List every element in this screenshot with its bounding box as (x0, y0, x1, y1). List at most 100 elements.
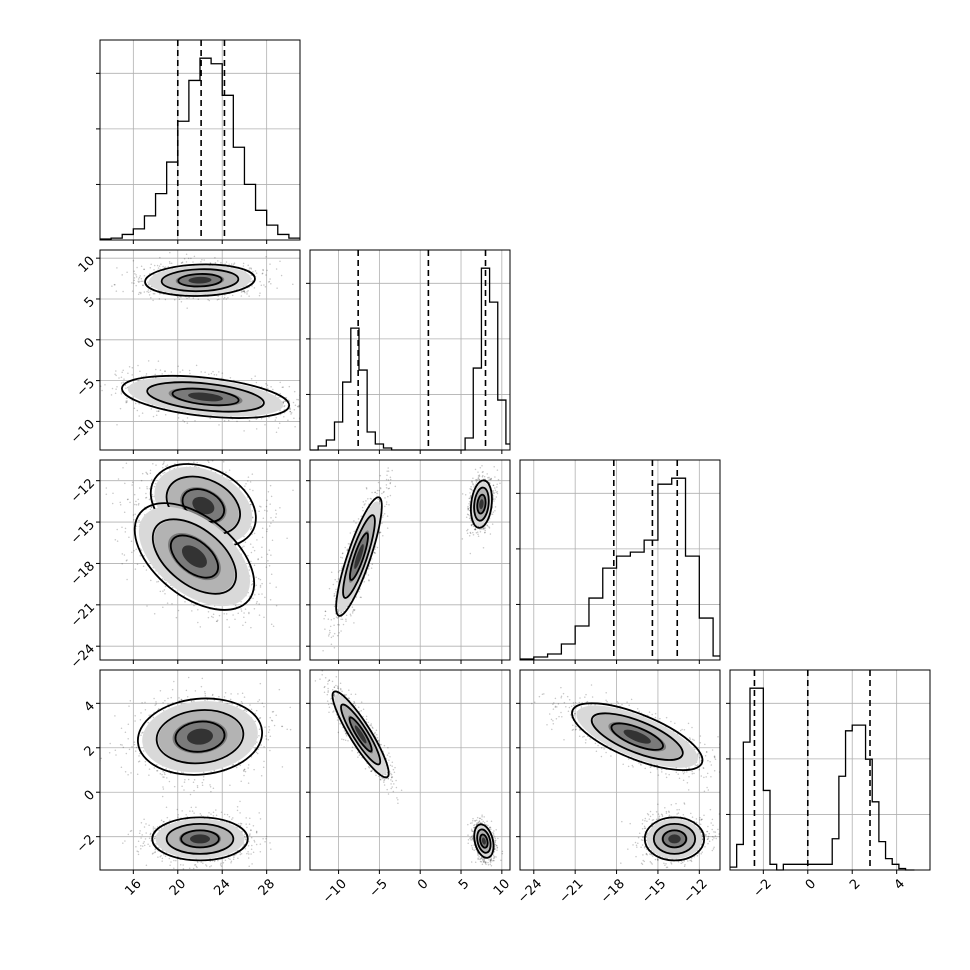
scatter-point (105, 493, 108, 495)
scatter-point (114, 749, 117, 752)
scatter-point (186, 307, 188, 309)
scatter-point (231, 294, 234, 297)
scatter-point (328, 405, 330, 407)
scatter-point (253, 532, 256, 535)
scatter-point (226, 476, 228, 479)
scatter-point (224, 263, 226, 265)
scatter-point (119, 504, 122, 506)
scatter-point (97, 292, 99, 294)
scatter-point (209, 417, 211, 420)
scatter-point (162, 265, 164, 268)
scatter-point (331, 404, 333, 406)
scatter-point (276, 287, 278, 289)
scatter-point (266, 530, 268, 533)
scatter-point (155, 376, 157, 379)
scatter-point (246, 293, 248, 295)
scatter-point (130, 540, 133, 543)
scatter-point (70, 396, 72, 398)
scatter-point (140, 291, 142, 294)
scatter-point (260, 506, 262, 508)
scatter-point (177, 365, 179, 368)
scatter-point (194, 690, 197, 692)
scatter-point (190, 257, 192, 260)
scatter-point (193, 461, 195, 463)
scatter-point (179, 371, 181, 373)
scatter-point (133, 279, 136, 282)
scatter-point (292, 489, 294, 491)
scatter-point (297, 405, 300, 408)
scatter-point (176, 457, 178, 459)
scatter-point (158, 293, 161, 295)
scatter-point (225, 261, 228, 263)
scatter-point (133, 282, 135, 284)
scatter-point (164, 593, 166, 595)
scatter-point (204, 371, 206, 374)
scatter-point (132, 260, 135, 262)
scatter-point (274, 509, 277, 511)
scatter-point (140, 549, 143, 551)
scatter-point (213, 769, 215, 772)
scatter-point (256, 539, 258, 541)
scatter-point (281, 386, 284, 389)
scatter-point (111, 387, 114, 390)
scatter-point (119, 743, 122, 746)
scatter-point (254, 270, 257, 272)
scatter-point (258, 699, 261, 701)
scatter-point (247, 476, 250, 478)
scatter-point (116, 385, 118, 388)
scatter-point (183, 257, 186, 260)
scatter-point (167, 266, 170, 268)
scatter-point (250, 274, 253, 276)
scatter-point (215, 620, 218, 623)
scatter-point (188, 296, 190, 299)
scatter-point (251, 516, 254, 518)
scatter-point (140, 277, 143, 280)
scatter-point (210, 372, 213, 375)
scatter-point (111, 285, 113, 287)
scatter-point (156, 764, 158, 766)
scatter-point (263, 284, 265, 286)
scatter-point (89, 401, 91, 403)
scatter-point (275, 417, 277, 419)
scatter-point (135, 500, 137, 503)
scatter-point (283, 405, 285, 408)
scatter-point (155, 464, 157, 466)
scatter-point (230, 263, 233, 265)
scatter-point (284, 400, 287, 402)
scatter-point (301, 404, 303, 406)
scatter-point (261, 546, 263, 549)
scatter-point (243, 290, 246, 293)
scatter-point (243, 290, 246, 293)
scatter-point (149, 469, 152, 472)
scatter-point (143, 554, 145, 557)
scatter-point (268, 416, 270, 419)
scatter-point (158, 410, 160, 412)
scatter-point (122, 369, 124, 372)
scatter-point (275, 431, 278, 434)
scatter-point (146, 472, 148, 475)
scatter-point (181, 369, 184, 371)
scatter-point (283, 400, 286, 402)
scatter-point (253, 608, 256, 610)
scatter-point (145, 471, 147, 474)
scatter-point (267, 738, 270, 741)
scatter-point (145, 497, 147, 499)
scatter-point (270, 623, 273, 625)
scatter-point (116, 528, 118, 531)
scatter-point (281, 766, 284, 768)
scatter-point (242, 290, 244, 293)
scatter-point (218, 424, 220, 426)
scatter-point (233, 263, 235, 266)
scatter-point (303, 415, 305, 417)
scatter-point (143, 291, 146, 293)
scatter-point (151, 493, 154, 496)
scatter-point (197, 621, 199, 624)
scatter-point (289, 410, 292, 413)
scatter-point (270, 554, 272, 556)
scatter-point (229, 377, 232, 379)
scatter-point (140, 479, 143, 482)
scatter-point (180, 300, 183, 303)
scatter-point (248, 612, 250, 615)
scatter-point (162, 462, 165, 465)
scatter-point (242, 265, 245, 267)
